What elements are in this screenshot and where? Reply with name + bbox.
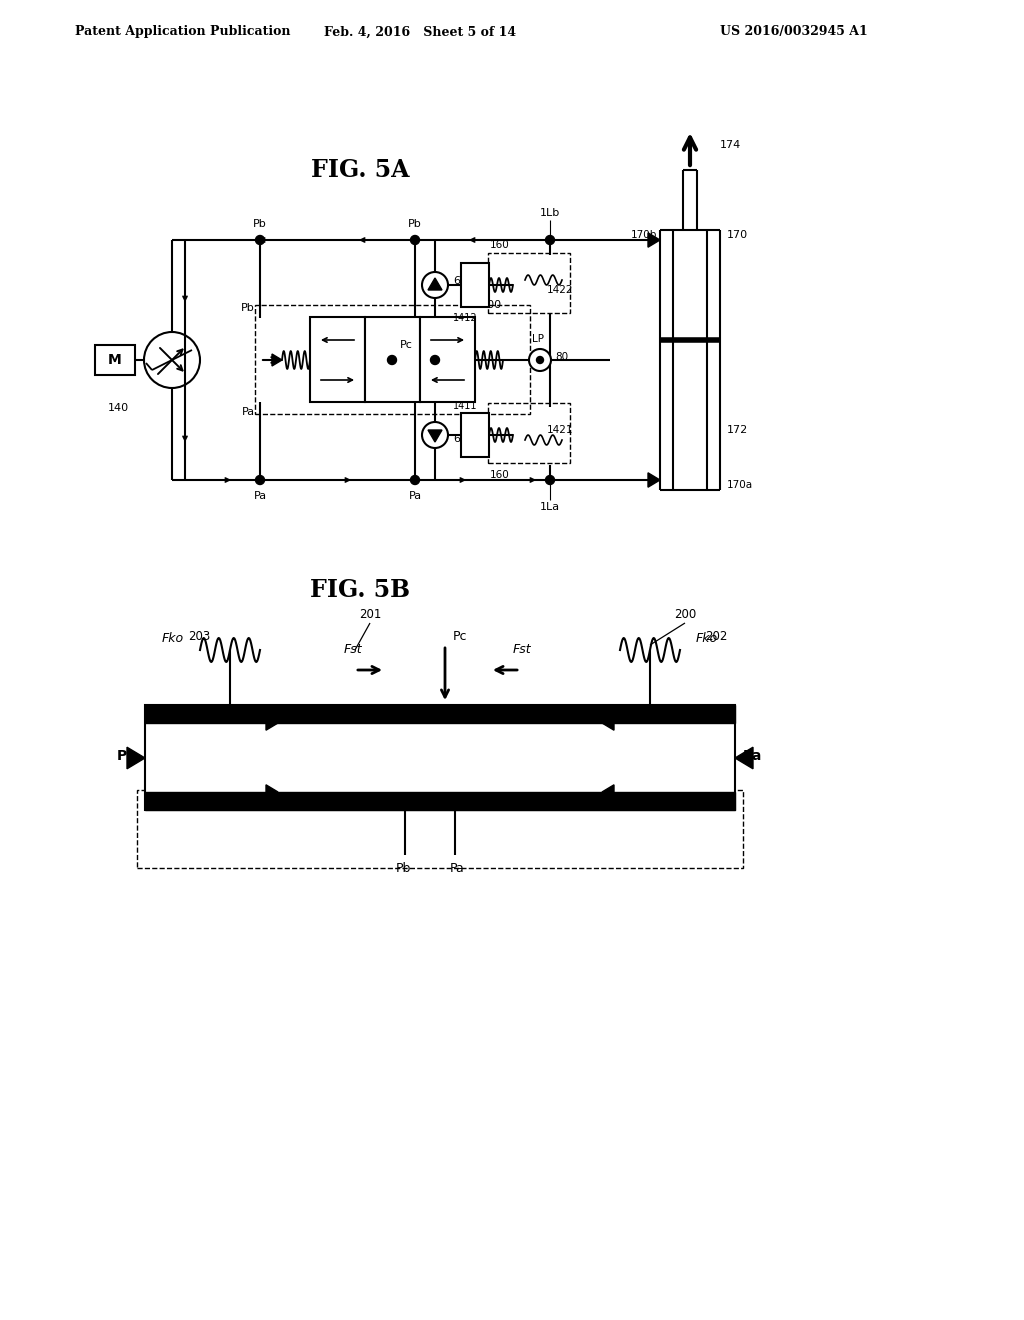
Text: 1422: 1422: [547, 285, 573, 294]
Text: Pa: Pa: [450, 862, 464, 875]
Text: Pa: Pa: [409, 491, 422, 502]
Text: Fst: Fst: [513, 643, 531, 656]
Text: 172: 172: [727, 425, 749, 436]
Text: 620: 620: [453, 276, 474, 286]
Text: Pa: Pa: [242, 407, 255, 417]
Bar: [137, 789, 743, 869]
Text: Fst: Fst: [344, 643, 362, 656]
Circle shape: [422, 272, 449, 298]
Circle shape: [529, 348, 551, 371]
Text: 200: 200: [674, 609, 696, 622]
Text: 160: 160: [490, 240, 510, 249]
Polygon shape: [648, 232, 660, 247]
Text: Fko: Fko: [696, 632, 718, 645]
Bar: [365, 317, 420, 403]
Circle shape: [256, 235, 264, 244]
Circle shape: [411, 235, 420, 244]
Bar: [145, 705, 735, 810]
Bar: [95, 345, 135, 375]
Text: 170a: 170a: [727, 480, 753, 490]
Text: Pa: Pa: [253, 491, 266, 502]
Text: 170b: 170b: [631, 230, 657, 240]
Text: Pb: Pb: [395, 862, 411, 875]
Text: 1412: 1412: [453, 313, 477, 323]
Text: 140: 140: [108, 403, 129, 413]
Polygon shape: [428, 279, 442, 290]
Text: Feb. 4, 2016   Sheet 5 of 14: Feb. 4, 2016 Sheet 5 of 14: [324, 25, 516, 38]
Text: FIG. 5B: FIG. 5B: [310, 578, 410, 602]
Text: 80: 80: [555, 352, 568, 362]
Polygon shape: [272, 354, 282, 366]
Text: Pb: Pb: [242, 304, 255, 313]
Text: 1421: 1421: [547, 425, 573, 436]
Text: 201: 201: [358, 609, 381, 622]
Text: US 2016/0032945 A1: US 2016/0032945 A1: [720, 25, 867, 38]
Text: 200: 200: [480, 300, 501, 310]
Circle shape: [537, 356, 544, 363]
Text: 202: 202: [705, 631, 727, 644]
Polygon shape: [266, 785, 278, 799]
Bar: [488, 253, 570, 313]
Bar: [255, 305, 530, 414]
Bar: [461, 413, 489, 457]
Bar: [488, 403, 570, 463]
Text: 160: 160: [490, 470, 510, 480]
Circle shape: [546, 475, 555, 484]
Circle shape: [411, 475, 420, 484]
Circle shape: [422, 422, 449, 447]
Text: 1411: 1411: [453, 401, 477, 411]
Text: Pb: Pb: [409, 219, 422, 228]
Text: Pb: Pb: [117, 748, 137, 763]
Text: M: M: [109, 352, 122, 367]
Text: 174: 174: [720, 140, 741, 150]
Text: 1Lb: 1Lb: [540, 209, 560, 218]
Text: 203: 203: [187, 631, 210, 644]
Polygon shape: [648, 473, 660, 487]
Text: 610: 610: [453, 434, 474, 444]
Circle shape: [387, 355, 396, 364]
Text: Patent Application Publication: Patent Application Publication: [75, 25, 291, 38]
Bar: [145, 705, 735, 723]
Bar: [145, 792, 735, 810]
Text: Pc: Pc: [453, 631, 468, 644]
Text: 1La: 1La: [540, 502, 560, 512]
Circle shape: [256, 475, 264, 484]
Bar: [461, 263, 489, 308]
Text: Pa: Pa: [743, 748, 763, 763]
Text: Fko: Fko: [162, 632, 184, 645]
Polygon shape: [266, 715, 278, 730]
Polygon shape: [127, 747, 145, 768]
Polygon shape: [428, 430, 442, 442]
Text: LP: LP: [532, 334, 544, 345]
Circle shape: [546, 235, 555, 244]
Text: FIG. 5A: FIG. 5A: [310, 158, 410, 182]
Text: 170: 170: [727, 230, 749, 240]
Bar: [420, 317, 475, 403]
Bar: [310, 317, 365, 403]
Polygon shape: [602, 785, 614, 799]
Polygon shape: [735, 747, 753, 768]
Circle shape: [430, 355, 439, 364]
Text: Pb: Pb: [253, 219, 267, 228]
Polygon shape: [602, 715, 614, 730]
Text: Pc: Pc: [400, 341, 413, 350]
